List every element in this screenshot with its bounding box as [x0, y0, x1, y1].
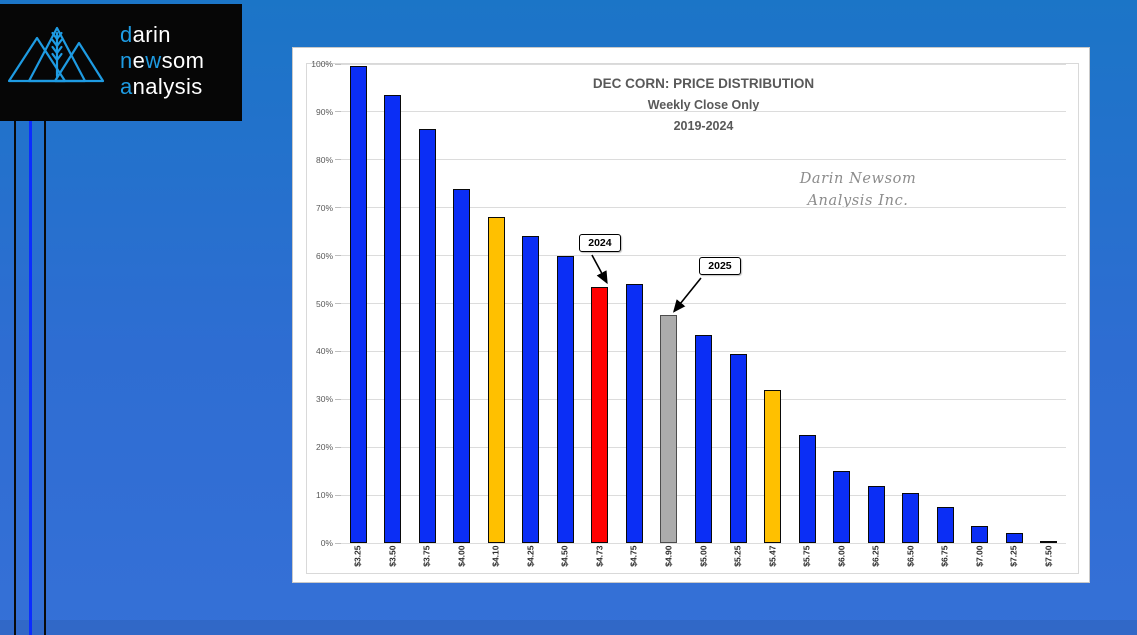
- x-axis-label: $5.00: [698, 545, 708, 567]
- x-axis-label: $6.25: [870, 545, 881, 567]
- x-axis-label: $4.50: [559, 545, 570, 567]
- bar-$6.25: [867, 485, 885, 543]
- chart-period: 2019-2024: [673, 119, 734, 133]
- bar-$3.50: [384, 95, 402, 543]
- y-axis-label: 30%: [315, 394, 333, 405]
- y-axis-label: 10%: [315, 490, 333, 501]
- x-axis-label: $5.47: [767, 545, 778, 567]
- y-axis-tick: [335, 542, 341, 544]
- gridline: [341, 63, 1066, 65]
- bar-$4.73: [591, 286, 609, 543]
- dna-logo: darin newsom analysis: [0, 4, 242, 121]
- bar-$6.75: [936, 507, 954, 543]
- chart-panel: DEC CORN: PRICE DISTRIBUTION Weekly Clos…: [292, 47, 1090, 583]
- gridline: [341, 255, 1066, 257]
- y-axis-label: 70%: [315, 202, 333, 213]
- bar-$4.50: [556, 255, 574, 543]
- chart-subtitle: Weekly Close Only: [647, 98, 760, 112]
- x-axis-label: $6.75: [939, 545, 950, 567]
- left-accent-line-black-1: [14, 121, 16, 635]
- bar-$4.10: [487, 217, 505, 543]
- x-axis-label: $7.25: [1008, 545, 1019, 567]
- watermark: Darin Newsom Analysis Inc.: [748, 168, 968, 212]
- x-axis-label: $4.10: [490, 545, 501, 567]
- x-axis-label: $7.50: [1043, 545, 1054, 567]
- bar-$3.25: [349, 66, 367, 543]
- bar-$6.50: [902, 492, 920, 543]
- gridline: [341, 111, 1066, 113]
- watermark-line-1: Darin Newsom: [799, 171, 917, 187]
- y-axis-tick: [335, 446, 341, 448]
- bar-$5.47: [764, 389, 782, 543]
- y-axis-tick: [335, 398, 341, 400]
- y-axis-tick: [335, 255, 341, 257]
- y-axis-label: 20%: [315, 442, 333, 453]
- x-axis-label: $4.25: [525, 545, 536, 567]
- y-axis-label: 60%: [315, 250, 333, 261]
- annotation-2024: 2024: [578, 234, 621, 252]
- x-axis-label: $3.75: [421, 545, 432, 567]
- bar-$4.25: [522, 236, 540, 543]
- y-axis-tick: [335, 303, 341, 304]
- bottom-accent-strip: [0, 620, 1137, 635]
- y-axis-tick: [335, 111, 341, 113]
- left-accent-line-black-2: [44, 121, 46, 635]
- gridline: [341, 159, 1066, 161]
- y-axis-tick: [335, 207, 341, 209]
- x-axis-label: $3.50: [387, 545, 398, 567]
- logo-wordmark: darin newsom analysis: [120, 22, 205, 99]
- chart-title-block: DEC CORN: PRICE DISTRIBUTION Weekly Clos…: [341, 76, 1066, 133]
- bar-$5.00: [695, 334, 712, 543]
- y-axis-tick: [335, 159, 341, 161]
- x-axis-label: $4.75: [628, 545, 639, 567]
- chart-title: DEC CORN: PRICE DISTRIBUTION: [592, 76, 815, 91]
- annotation-2025: 2025: [698, 257, 741, 275]
- gridline: [341, 542, 1066, 544]
- bar-$7.50: [1040, 540, 1058, 543]
- y-axis-tick: [335, 63, 341, 65]
- x-axis-label: $4.00: [456, 545, 467, 567]
- left-accent-line-blue: [29, 121, 32, 635]
- watermark-line-2: Analysis Inc.: [807, 193, 909, 209]
- bar-$6.00: [833, 471, 851, 543]
- x-axis-label: $5.25: [732, 545, 743, 567]
- y-axis-label: 100%: [311, 59, 333, 69]
- plot-area: 0% 10% 20% 30% 40% 50% 60% 70% 80% 90% 100% $3.25 $3…: [311, 59, 1066, 567]
- x-axis-label: $6.50: [905, 545, 916, 567]
- x-axis-label: $6.00: [836, 545, 847, 567]
- y-axis-tick: [335, 494, 341, 496]
- x-axis-label: $7.00: [974, 545, 985, 567]
- gridline: [341, 303, 1066, 304]
- y-axis-label: 80%: [315, 154, 333, 165]
- y-axis-label: 50%: [315, 298, 333, 309]
- bar-$7.00: [971, 526, 989, 543]
- y-axis-label: 40%: [315, 346, 333, 357]
- bar-$4.00: [453, 188, 471, 543]
- gridline: [341, 207, 1066, 209]
- x-axis-label: $5.75: [801, 545, 812, 567]
- x-axis-label: $4.90: [663, 545, 674, 567]
- mountains-wheat-icon: [8, 26, 105, 83]
- bar-$5.75: [798, 435, 816, 543]
- x-axis-label: $3.25: [352, 545, 363, 567]
- y-axis-label: 0%: [320, 538, 333, 548]
- bar-$3.75: [418, 128, 436, 543]
- bar-$4.75: [625, 284, 643, 543]
- y-axis-tick: [335, 350, 341, 352]
- y-axis-label: 90%: [315, 106, 333, 117]
- bar-$5.25: [729, 353, 747, 543]
- bar-$7.25: [1005, 533, 1023, 543]
- bar-$4.90: [660, 315, 678, 543]
- x-axis-label: $4.73: [594, 545, 605, 567]
